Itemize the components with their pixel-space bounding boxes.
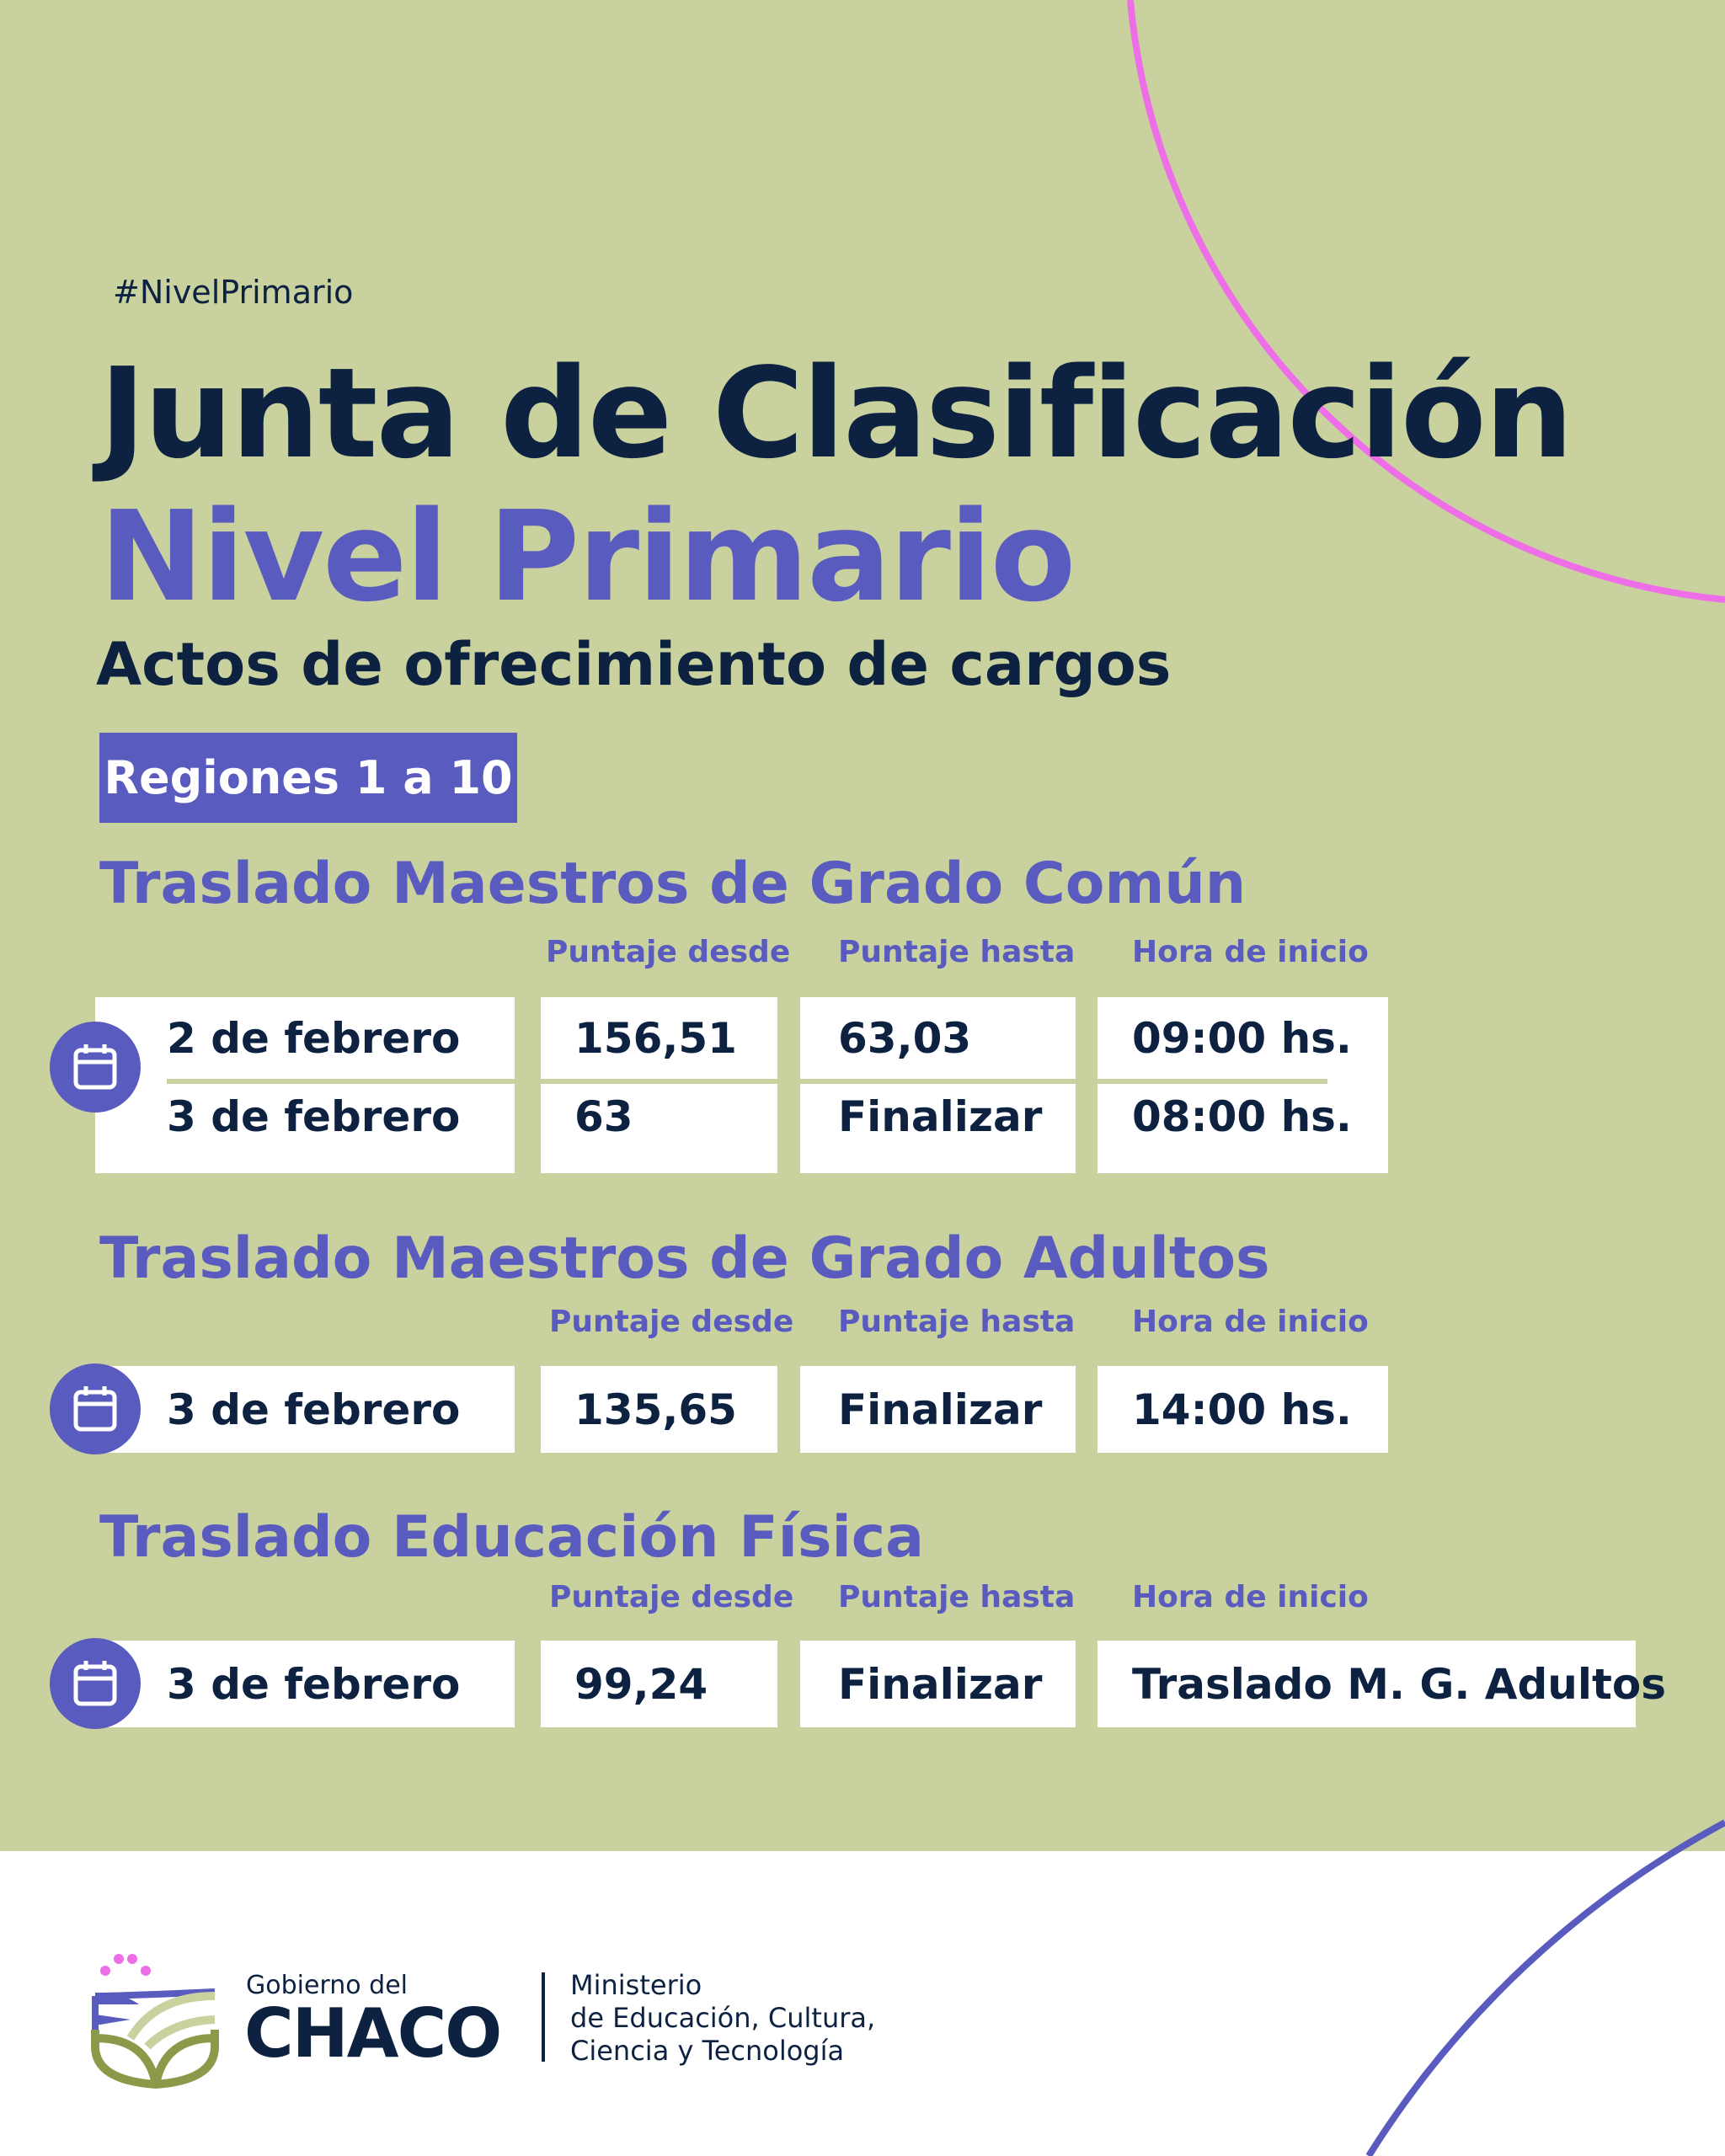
row-divider (800, 1079, 1076, 1084)
section-title: Traslado Maestros de Grado Adultos (99, 1225, 1270, 1292)
date-text: 2 de febrero (167, 1014, 461, 1063)
column-header: Puntaje hasta (838, 1580, 1076, 1614)
page-subtitle: Nivel Primario (99, 484, 1076, 629)
row-divider (167, 1079, 515, 1084)
desde-cell (541, 997, 777, 1173)
date-cell (95, 1641, 515, 1727)
desde-text: 99,24 (574, 1660, 708, 1709)
desde-cell (541, 1366, 777, 1453)
column-header: Hora de inicio (1132, 935, 1369, 969)
column-header: Puntaje hasta (838, 1305, 1076, 1339)
hashtag: #NivelPrimario (113, 274, 354, 311)
row-divider (541, 1079, 777, 1084)
desde-text: 63 (574, 1092, 633, 1141)
column-header: Puntaje hasta (838, 935, 1076, 969)
ministry-line: Ministerio (570, 1969, 702, 2001)
hasta-cell (800, 1366, 1076, 1453)
hora-cell (1097, 997, 1388, 1173)
date-cell (95, 997, 515, 1173)
desde-text: 135,65 (574, 1385, 737, 1434)
hora-text: 08:00 hs. (1132, 1092, 1352, 1141)
hora-cell (1097, 1366, 1388, 1453)
date-cell (95, 1366, 515, 1453)
calendar-icon (50, 1364, 141, 1454)
footer-divider (542, 1972, 545, 2062)
ministry-line: de Educación, Cultura, (570, 2002, 876, 2034)
blue-arc (1365, 1819, 1725, 2156)
desde-cell (541, 1641, 777, 1727)
date-text: 3 de febrero (167, 1385, 461, 1434)
hasta-cell (800, 997, 1076, 1173)
hasta-text: Finalizar (838, 1092, 1043, 1141)
ministry-line: Ciencia y Tecnología (570, 2035, 845, 2067)
column-header: Hora de inicio (1132, 1305, 1369, 1339)
chaco-label: CHACO (244, 1994, 502, 2073)
hasta-text: Finalizar (838, 1660, 1043, 1709)
calendar-icon (50, 1022, 141, 1113)
row-divider (1097, 1079, 1327, 1084)
regiones-badge: Regiones 1 a 10 (99, 733, 517, 823)
column-header: Puntaje desde (549, 1580, 794, 1614)
column-header: Puntaje desde (546, 935, 791, 969)
date-text: 3 de febrero (167, 1092, 461, 1141)
date-text: 3 de febrero (167, 1660, 461, 1709)
hasta-text: 63,03 (838, 1014, 972, 1063)
page-title: Junta de Clasificación (99, 341, 1573, 486)
chaco-logo-icon (91, 1954, 219, 2089)
section-heading: Actos de ofrecimiento de cargos (96, 630, 1172, 699)
desde-text: 156,51 (574, 1014, 737, 1063)
calendar-icon (50, 1638, 141, 1729)
hora-cell (1097, 1641, 1636, 1727)
hora-text: 09:00 hs. (1132, 1014, 1352, 1063)
gobierno-label: Gobierno del (246, 1971, 408, 2000)
ministry-name: Ministerio de Educación, Cultura, Cienci… (570, 1969, 875, 2068)
hasta-text: Finalizar (838, 1385, 1043, 1434)
column-header: Hora de inicio (1132, 1580, 1369, 1614)
section-title: Traslado Educación Física (99, 1504, 924, 1571)
section-title: Traslado Maestros de Grado Común (99, 851, 1247, 917)
hasta-cell (800, 1641, 1076, 1727)
hora-text: Traslado M. G. Adultos (1132, 1660, 1667, 1709)
hora-text: 14:00 hs. (1132, 1385, 1352, 1434)
column-header: Puntaje desde (549, 1305, 794, 1339)
